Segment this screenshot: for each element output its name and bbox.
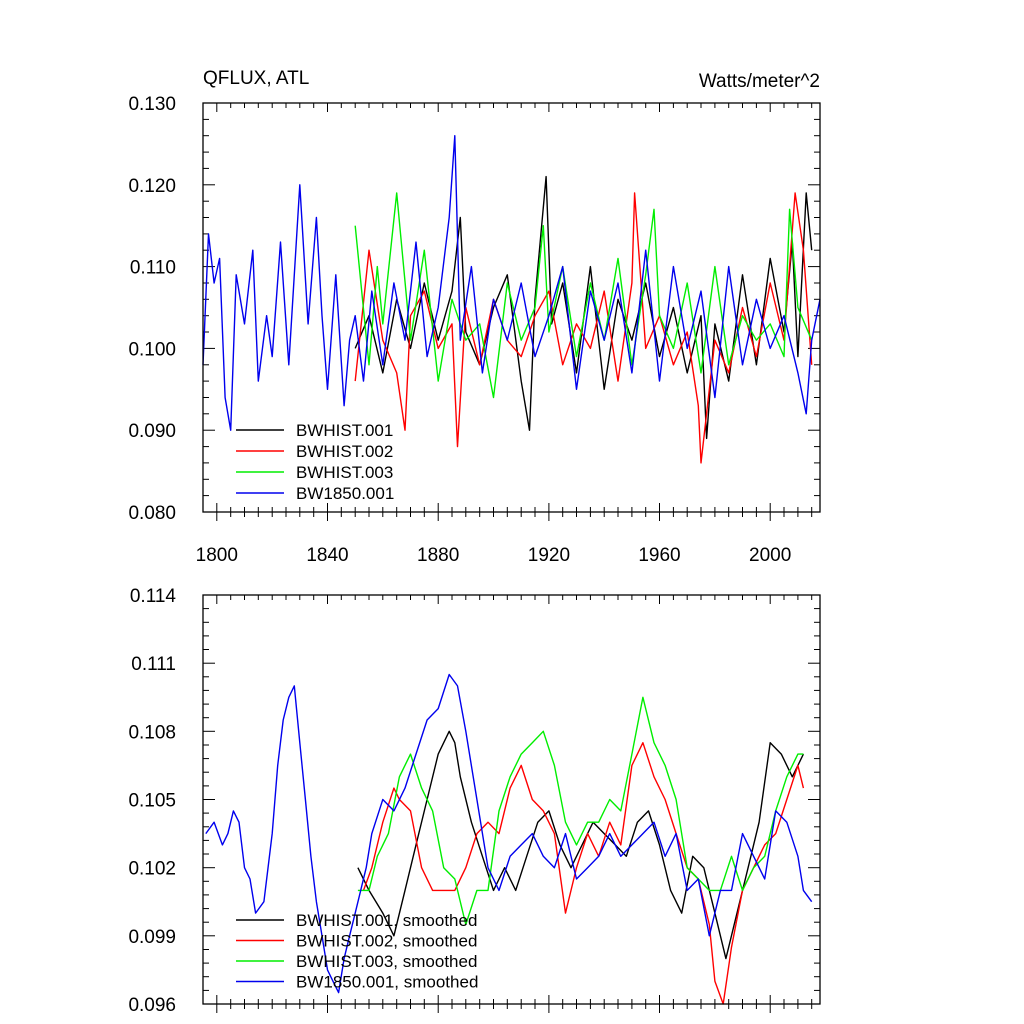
axes: 0.096 0.099 0.102 0.105 0.108 0.111 0.114 (128, 586, 820, 1016)
x-tick-label: 2000 (749, 545, 791, 566)
x-tick-label: 1800 (196, 545, 238, 566)
series-line-4 (202, 134, 821, 431)
panel-units-label: Watts/meter^2 (699, 71, 820, 92)
y-tick-label: 0.096 (128, 995, 176, 1016)
raw-timeseries-panel: QFLUX, ATL Watts/meter^2 1800 1840 1880 192… (128, 68, 821, 566)
legend-label: BW1850.001, smoothed (296, 973, 478, 992)
legend-label: BWHIST.002, smoothed (296, 932, 477, 951)
x-tick-label: 1920 (528, 545, 570, 566)
legend-label: BW1850.001 (296, 484, 394, 503)
series-group (202, 134, 821, 464)
smoothed-timeseries-panel: 0.096 0.099 0.102 0.105 0.108 0.111 0.114 BWHI… (128, 586, 821, 1016)
axes: 1800 1840 1880 1920 1960 2000 0.080 0.090 0.100 0… (128, 94, 820, 566)
series-line-4 (205, 673, 813, 994)
y-tick-label: 0.110 (130, 258, 176, 279)
series-group (205, 673, 813, 1005)
legend-label: BWHIST.002 (296, 442, 393, 461)
y-tick-label: 0.108 (128, 722, 176, 743)
plot-frame (202, 102, 821, 513)
y-tick-label: 0.090 (128, 421, 176, 442)
legend-label: BWHIST.003, smoothed (296, 952, 477, 971)
y-tick-label: 0.100 (128, 339, 176, 360)
series-line-2 (362, 742, 805, 1005)
y-tick-label: 0.105 (128, 791, 176, 812)
y-tick-label: 0.114 (130, 586, 177, 607)
y-tick-label: 0.130 (128, 94, 176, 115)
legend-label: BWHIST.001, smoothed (296, 911, 477, 930)
y-tick-label: 0.080 (128, 503, 176, 524)
series-line-3 (354, 192, 813, 399)
panel-title-left: QFLUX, ATL (203, 68, 309, 89)
y-tick-label: 0.120 (128, 176, 176, 197)
series-line-3 (357, 696, 804, 926)
legend: BWHIST.001, smoothed BWHIST.002, smoothed… (236, 911, 478, 992)
series-line-1 (357, 730, 805, 960)
x-tick-label: 1880 (417, 545, 459, 566)
y-tick-label: 0.099 (128, 927, 176, 948)
plot-frame (202, 594, 821, 1005)
legend-label: BWHIST.003 (296, 463, 393, 482)
x-tick-label: 1960 (638, 545, 680, 566)
legend-label: BWHIST.001 (296, 421, 393, 440)
y-tick-label: 0.102 (128, 859, 176, 880)
legend: BWHIST.001 BWHIST.002 BWHIST.003 BW1850.001 (236, 421, 394, 503)
x-tick-label: 1840 (306, 545, 348, 566)
y-tick-label: 0.111 (131, 654, 176, 675)
